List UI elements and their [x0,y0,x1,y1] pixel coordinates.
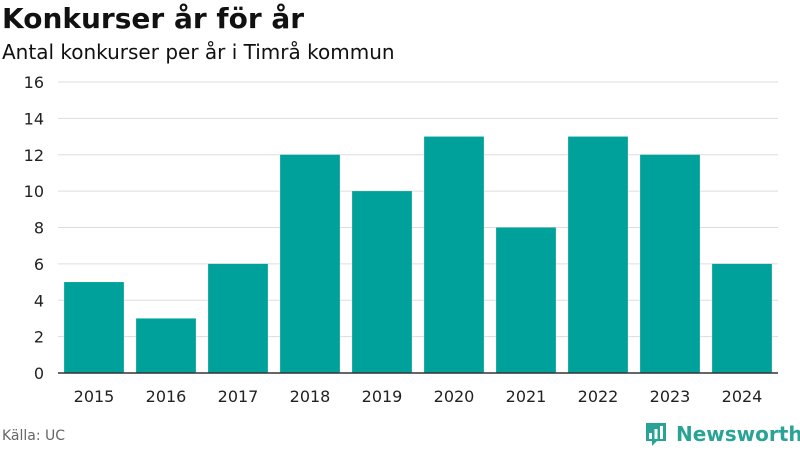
bar [352,191,412,373]
x-tick-label: 2020 [434,387,475,406]
y-tick-label: 0 [34,364,44,383]
brand-name: Newsworthy [676,422,800,446]
bar [640,154,700,373]
y-tick-label: 6 [34,255,44,274]
x-tick-label: 2022 [578,387,619,406]
y-tick-label: 16 [24,73,44,92]
y-tick-label: 4 [34,291,44,310]
x-tick-label: 2016 [146,387,187,406]
y-tick-label: 12 [24,146,44,165]
bar [64,282,124,373]
y-tick-label: 10 [24,182,44,201]
x-tick-label: 2021 [506,387,547,406]
bar [136,318,196,373]
bar [712,263,772,373]
brand-logo-link[interactable]: Newsworthy [644,420,800,448]
y-tick-label: 14 [24,109,44,128]
bar [568,136,628,373]
y-tick-label: 8 [34,219,44,238]
source-note: Källa: UC [2,428,66,444]
newsworthy-logo-icon [646,423,666,446]
x-tick-label: 2019 [362,387,403,406]
chart-subtitle: Antal konkurser per år i Timrå kommun [2,40,395,64]
x-tick-label: 2015 [74,387,115,406]
bar [496,227,556,373]
x-tick-label: 2018 [290,387,331,406]
x-tick-label: 2017 [218,387,259,406]
bar [280,154,340,373]
bar [424,136,484,373]
x-tick-label: 2024 [722,387,763,406]
bar [208,263,268,373]
chart-title: Konkurser år för år [2,2,305,35]
x-tick-label: 2023 [650,387,691,406]
y-tick-label: 2 [34,328,44,347]
